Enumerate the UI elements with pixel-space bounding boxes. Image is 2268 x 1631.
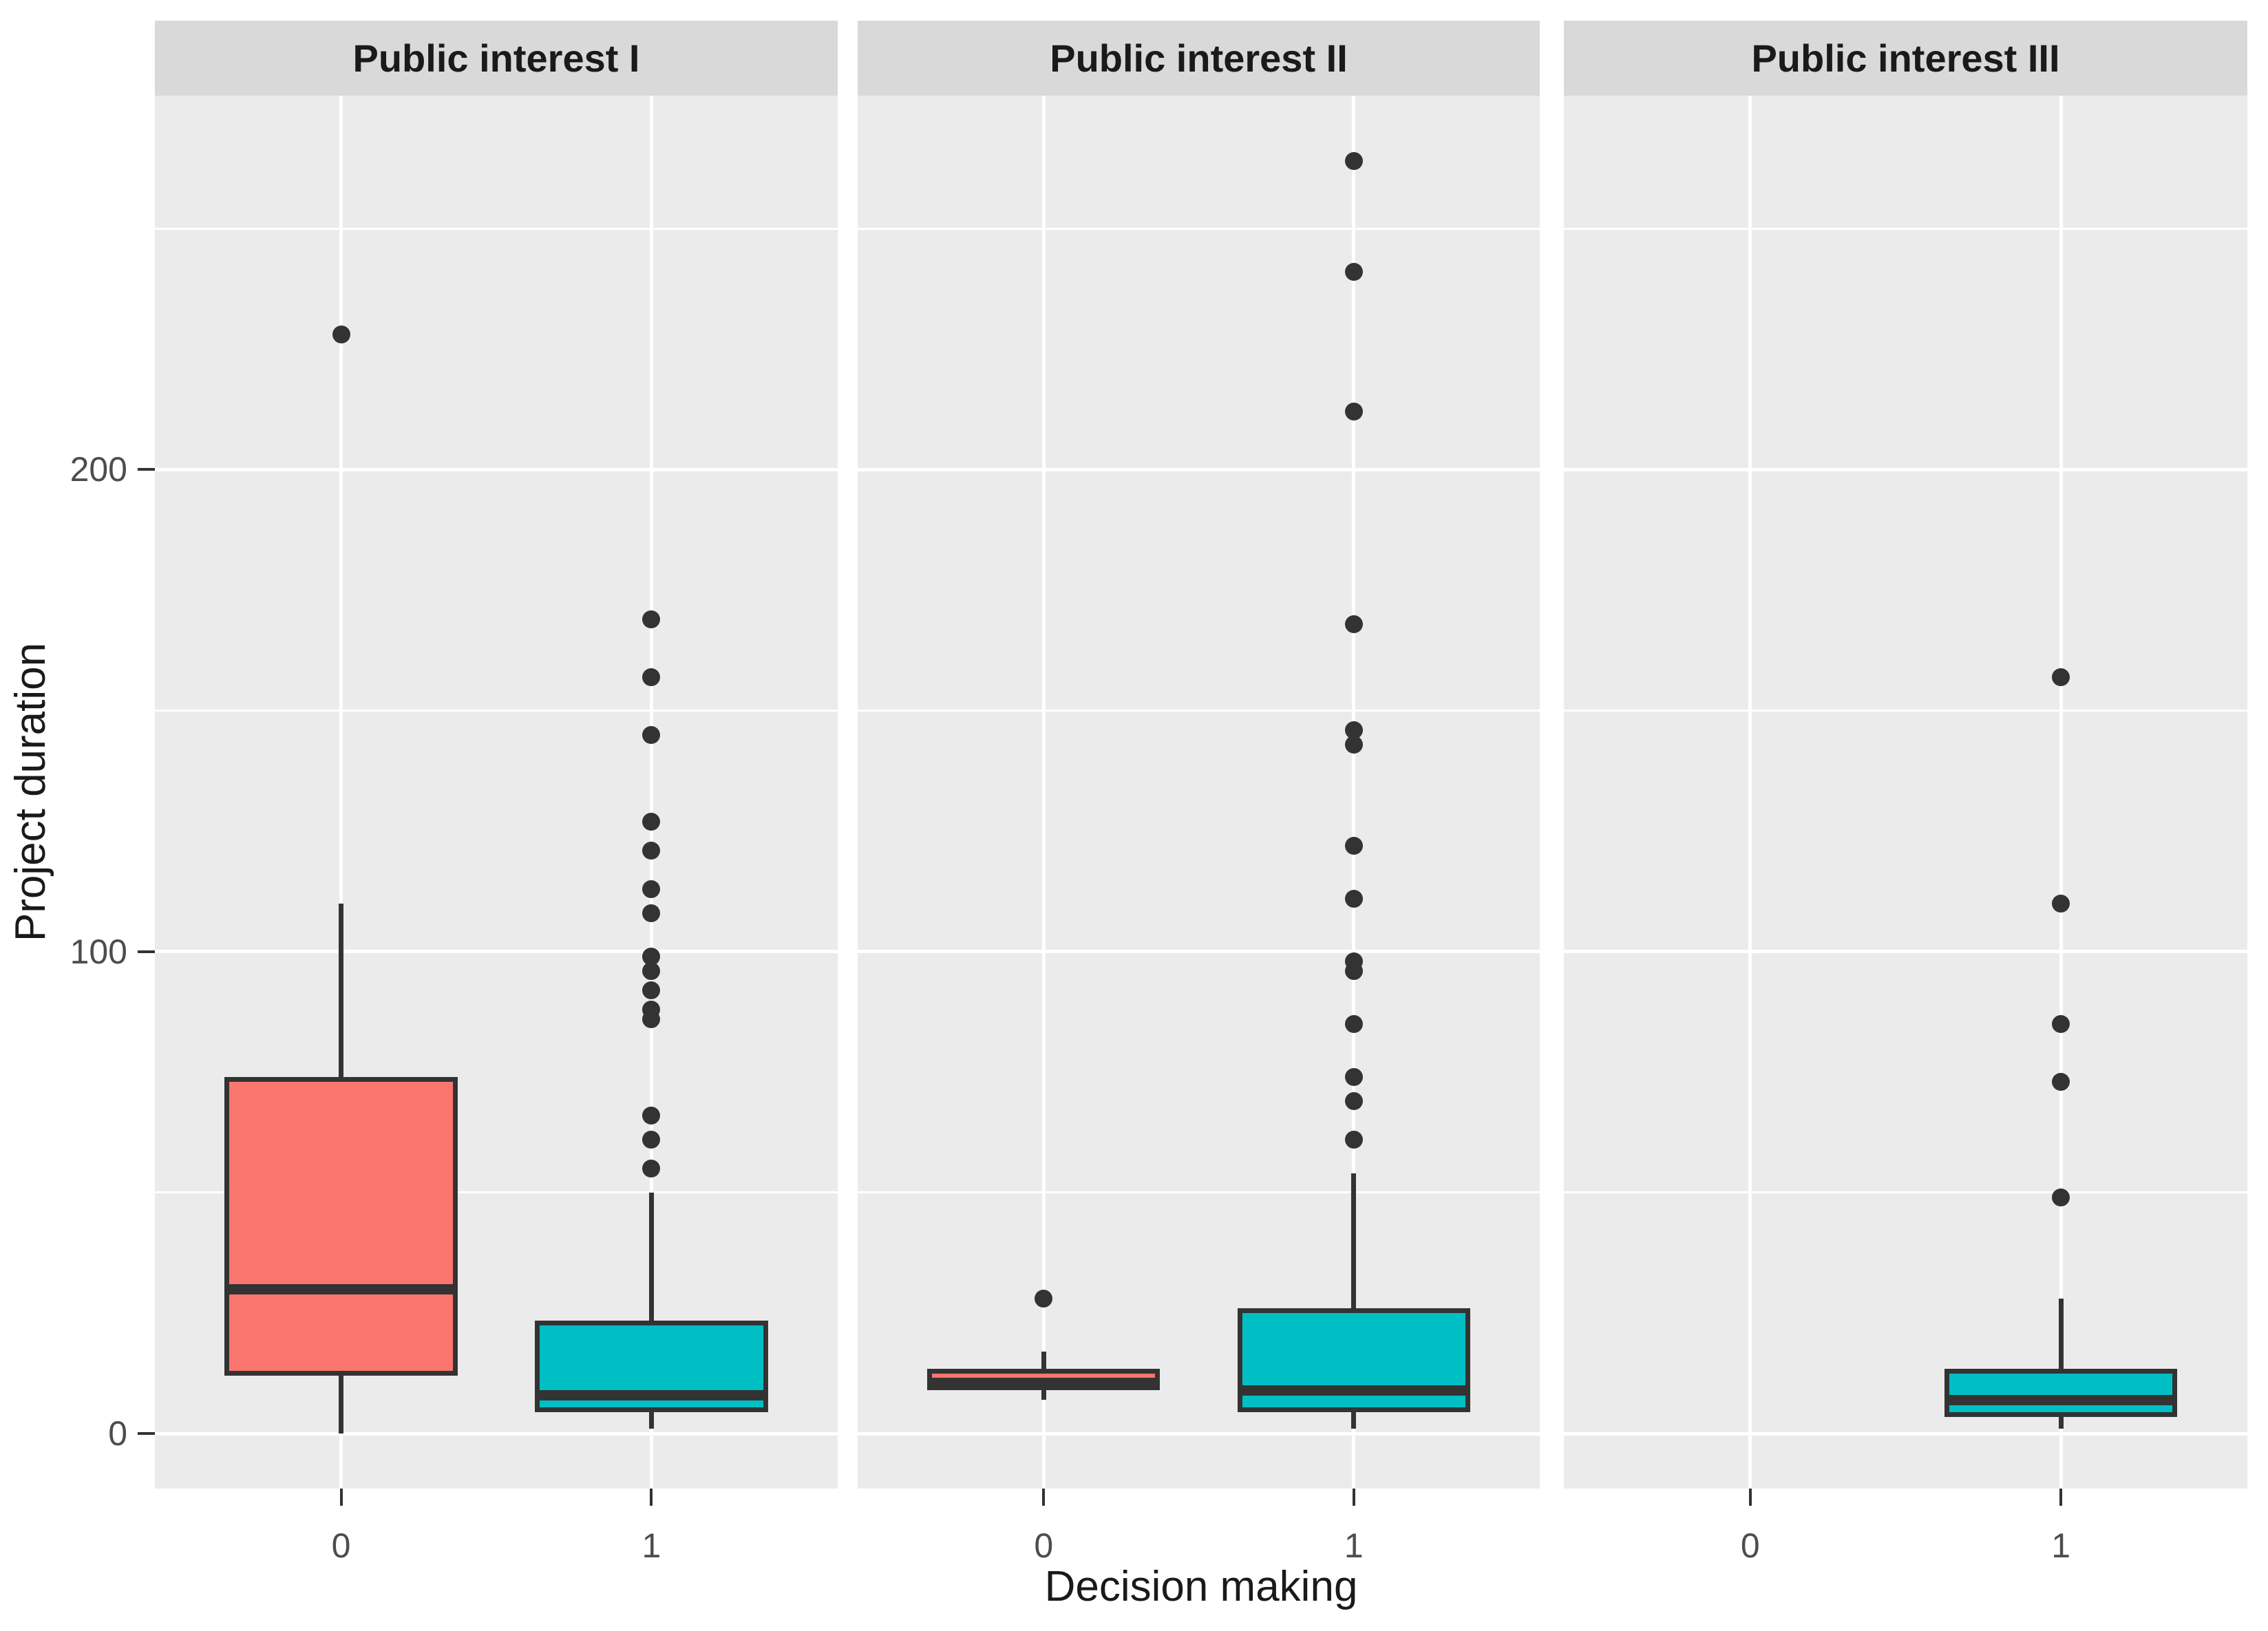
box-whisker <box>2058 1299 2064 1429</box>
outlier-dot <box>1344 403 1363 421</box>
x-tick-mark <box>2059 1489 2063 1506</box>
facet-strip-3: Public interest III <box>1564 21 2247 96</box>
gridline-major-y <box>1564 467 2247 471</box>
outlier-dot <box>2052 1188 2070 1206</box>
outlier-dot <box>2052 1072 2070 1091</box>
box-whisker <box>1351 1173 1357 1429</box>
gridline-minor-y <box>155 710 838 712</box>
gridline-major-x <box>1352 96 1356 1489</box>
outlier-dot <box>642 880 661 898</box>
gridline-major-y <box>858 950 1540 954</box>
outlier-dot <box>2052 668 2070 686</box>
outlier-dot <box>642 1106 661 1124</box>
boxplot-box <box>1944 1368 2178 1417</box>
outlier-dot <box>642 1010 661 1028</box>
gridline-minor-y <box>1564 710 2247 712</box>
outlier-dot <box>1344 961 1363 980</box>
x-tick-mark <box>1352 1489 1355 1506</box>
facet-strip-2: Public interest II <box>858 21 1540 96</box>
gridline-major-y <box>1564 950 2247 954</box>
outlier-dot <box>332 326 350 344</box>
outlier-dot <box>1344 1067 1363 1086</box>
outlier-dot <box>642 961 661 980</box>
y-tick-label: 200 <box>70 450 127 489</box>
y-tick-mark <box>138 950 155 953</box>
outlier-dot <box>642 904 661 922</box>
x-tick-mark <box>339 1489 343 1506</box>
outlier-dot <box>642 1130 661 1149</box>
outlier-dot <box>1344 1091 1363 1110</box>
box-median-line <box>1237 1385 1470 1396</box>
outlier-dot <box>642 812 661 831</box>
x-tick-label: 1 <box>2051 1526 2071 1565</box>
y-tick-mark <box>138 468 155 471</box>
x-tick-label: 1 <box>642 1526 661 1565</box>
boxplot-box <box>1237 1308 1470 1412</box>
box-median-line <box>927 1378 1161 1389</box>
gridline-minor-y <box>858 1191 1540 1194</box>
facet-panel-1 <box>155 96 838 1489</box>
outlier-dot <box>1344 615 1363 633</box>
facet-strip-1: Public interest I <box>155 21 838 96</box>
gridline-minor-y <box>858 710 1540 712</box>
boxplot-box <box>224 1076 458 1376</box>
gridline-major-y <box>1564 1431 2247 1436</box>
outlier-dot <box>642 668 661 686</box>
gridline-major-x <box>1748 96 1752 1489</box>
outlier-dot <box>642 981 661 999</box>
outlier-dot <box>1035 1290 1053 1308</box>
box-median-line <box>535 1389 768 1400</box>
box-whisker <box>648 1192 654 1429</box>
y-tick-label: 0 <box>108 1414 127 1453</box>
gridline-major-x <box>2059 96 2063 1489</box>
gridline-minor-y <box>1564 1191 2247 1194</box>
facet-panel-2 <box>858 96 1540 1489</box>
box-median-line <box>224 1283 458 1294</box>
x-tick-mark <box>1748 1489 1752 1506</box>
facet-strip-label: Public interest III <box>1751 36 2060 80</box>
x-tick-label: 0 <box>1740 1526 1760 1565</box>
x-tick-label: 1 <box>1344 1526 1364 1565</box>
gridline-major-y <box>858 467 1540 471</box>
gridline-major-y <box>155 467 838 471</box>
gridline-minor-y <box>1564 227 2247 230</box>
outlier-dot <box>1344 152 1363 171</box>
x-tick-label: 0 <box>1034 1526 1054 1565</box>
y-axis-title: Project duration <box>7 642 54 942</box>
x-axis-title: Decision making <box>1044 1563 1358 1610</box>
outlier-dot <box>1344 1130 1363 1149</box>
gridline-major-y <box>858 1431 1540 1436</box>
gridline-minor-y <box>155 1191 838 1194</box>
gridline-major-y <box>155 950 838 954</box>
outlier-dot <box>642 725 661 744</box>
outlier-dot <box>1344 1014 1363 1033</box>
facet-strip-label: Public interest II <box>1050 36 1348 80</box>
outlier-dot <box>1344 263 1363 281</box>
outlier-dot <box>2052 894 2070 913</box>
x-tick-mark <box>1042 1489 1046 1506</box>
outlier-dot <box>1344 735 1363 754</box>
gridline-major-x <box>649 96 653 1489</box>
facet-panel-3 <box>1564 96 2247 1489</box>
gridline-minor-y <box>155 227 838 230</box>
box-median-line <box>1944 1394 2178 1405</box>
outlier-dot <box>1344 889 1363 908</box>
gridline-major-x <box>1041 96 1046 1489</box>
outlier-dot <box>642 610 661 628</box>
outlier-dot <box>642 1159 661 1177</box>
gridline-major-y <box>155 1431 838 1436</box>
outlier-dot <box>1344 836 1363 855</box>
gridline-minor-y <box>858 227 1540 230</box>
y-tick-mark <box>138 1432 155 1436</box>
x-tick-label: 0 <box>331 1526 351 1565</box>
gridline-major-x <box>339 96 343 1489</box>
y-tick-label: 100 <box>70 932 127 971</box>
facet-strip-label: Public interest I <box>352 36 640 80</box>
outlier-dot <box>642 841 661 860</box>
outlier-dot <box>2052 1014 2070 1033</box>
x-tick-mark <box>650 1489 653 1506</box>
